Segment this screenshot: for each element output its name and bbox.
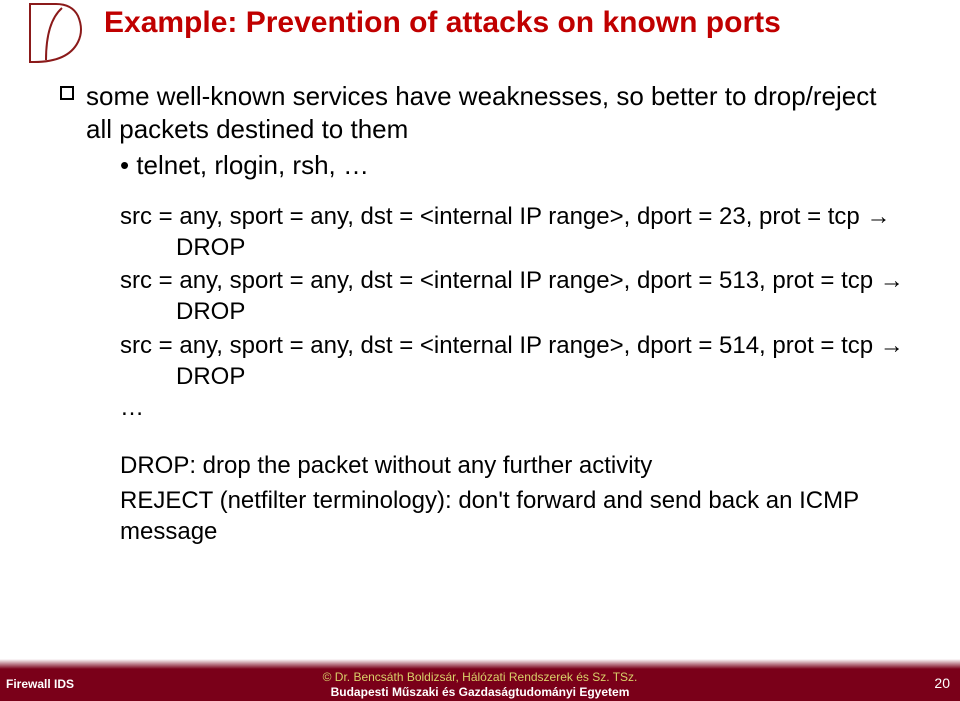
title-text: Example: Prevention of attacks on known …: [104, 6, 781, 39]
footer-page-number: 20: [934, 675, 950, 691]
rule-3-line: src = any, sport = any, dst = <internal …: [120, 330, 930, 361]
slide: BME Example: Prevention of attacks on kn…: [0, 0, 960, 701]
rule-2: src = any, sport = any, dst = <internal …: [120, 265, 930, 327]
slide-body: some well-known services have weaknesses…: [60, 80, 930, 549]
rules-ellipsis: …: [120, 394, 930, 422]
reject-desc-text: REJECT (netfilter terminology): don't fo…: [120, 485, 930, 547]
rule-1: src = any, sport = any, dst = <internal …: [120, 201, 930, 263]
rule-3-action: DROP: [176, 361, 930, 392]
rule-1-line: src = any, sport = any, dst = <internal …: [120, 201, 930, 232]
square-bullet-icon: [60, 86, 74, 100]
sub-bullet: telnet, rlogin, rsh, …: [120, 149, 930, 183]
rule-1-action: DROP: [176, 232, 930, 263]
footer-gradient: [0, 659, 960, 669]
footer-copyright: © Dr. Bencsáth Boldizsár, Hálózati Rends…: [0, 670, 960, 684]
slide-title: Example: Prevention of attacks on known …: [104, 6, 781, 40]
rule-2-action: DROP: [176, 296, 930, 327]
footer-university: Budapesti Műszaki és Gazdaságtudományi E…: [0, 685, 960, 699]
drop-desc-text: DROP: drop the packet without any furthe…: [120, 450, 930, 481]
main-bullet: some well-known services have weaknesses…: [60, 80, 930, 145]
reject-description: REJECT (netfilter terminology): don't fo…: [120, 485, 930, 547]
rule-2-line: src = any, sport = any, dst = <internal …: [120, 265, 930, 296]
footer-center: © Dr. Bencsáth Boldizsár, Hálózati Rends…: [0, 670, 960, 699]
bme-logo-icon: [28, 2, 90, 64]
drop-description: DROP: drop the packet without any furthe…: [120, 450, 930, 481]
bme-strip: BME: [0, 0, 40, 701]
footer: Firewall IDS © Dr. Bencsáth Boldizsár, H…: [0, 657, 960, 701]
rule-3: src = any, sport = any, dst = <internal …: [120, 330, 930, 392]
main-point-text: some well-known services have weaknesses…: [86, 80, 906, 145]
